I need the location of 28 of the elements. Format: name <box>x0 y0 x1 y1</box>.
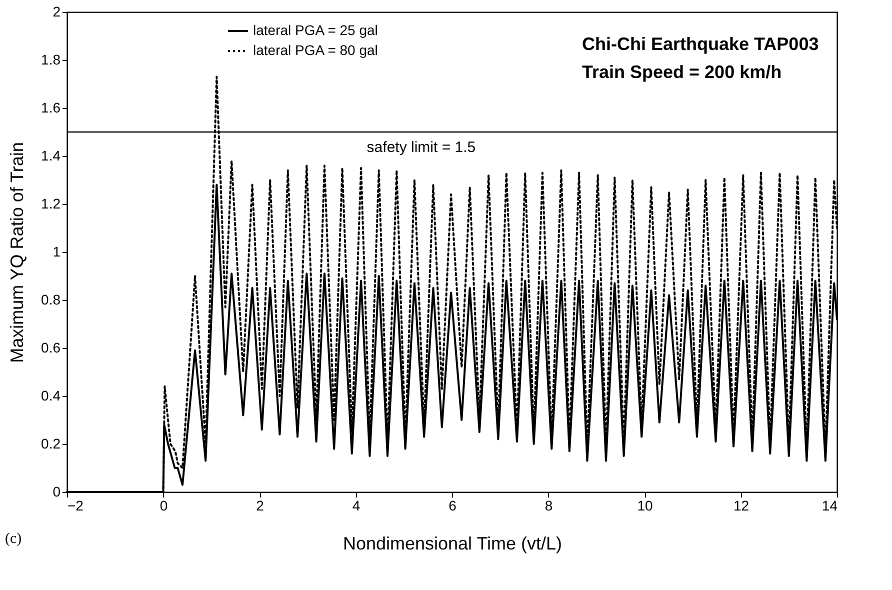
y-tick-label: 1.2 <box>41 196 61 212</box>
annotation: Train Speed = 200 km/h <box>582 62 782 82</box>
x-tick-label: 10 <box>637 498 653 514</box>
y-tick-label: 0.8 <box>41 292 61 308</box>
y-tick-label: 2 <box>52 4 61 20</box>
x-tick-label: 6 <box>448 498 457 514</box>
text: (c) <box>5 531 22 547</box>
ref-line-label: safety limit = 1.5 <box>366 139 476 156</box>
x-axis-title: Nondimensional Time (vt/L) <box>342 534 562 554</box>
y-tick-label: 1 <box>52 244 61 260</box>
y-tick-label: 0.2 <box>41 436 61 452</box>
x-tick-label: 0 <box>160 498 168 514</box>
y-tick-label: 0 <box>52 484 61 500</box>
x-tick-label: 8 <box>544 498 553 514</box>
legend-label: lateral PGA = 80 gal <box>253 42 378 58</box>
annotation: Chi-Chi Earthquake TAP003 <box>582 34 819 54</box>
x-tick-label: −2 <box>68 498 84 514</box>
legend-label: lateral PGA = 25 gal <box>253 22 378 38</box>
x-tick-label: 12 <box>733 498 750 514</box>
x-tick-label: 4 <box>352 498 360 514</box>
y-tick-label: 1.6 <box>41 100 61 116</box>
y-axis-title: Maximum YQ Ratio of Train <box>7 142 28 363</box>
y-tick-label: 0.6 <box>41 340 61 356</box>
x-tick-label: 14 <box>822 498 838 514</box>
x-tick-label: 2 <box>256 498 264 514</box>
y-tick-label: 1.8 <box>41 52 61 68</box>
y-tick-label: 0.4 <box>41 388 61 404</box>
y-tick-label: 1.4 <box>41 148 61 164</box>
